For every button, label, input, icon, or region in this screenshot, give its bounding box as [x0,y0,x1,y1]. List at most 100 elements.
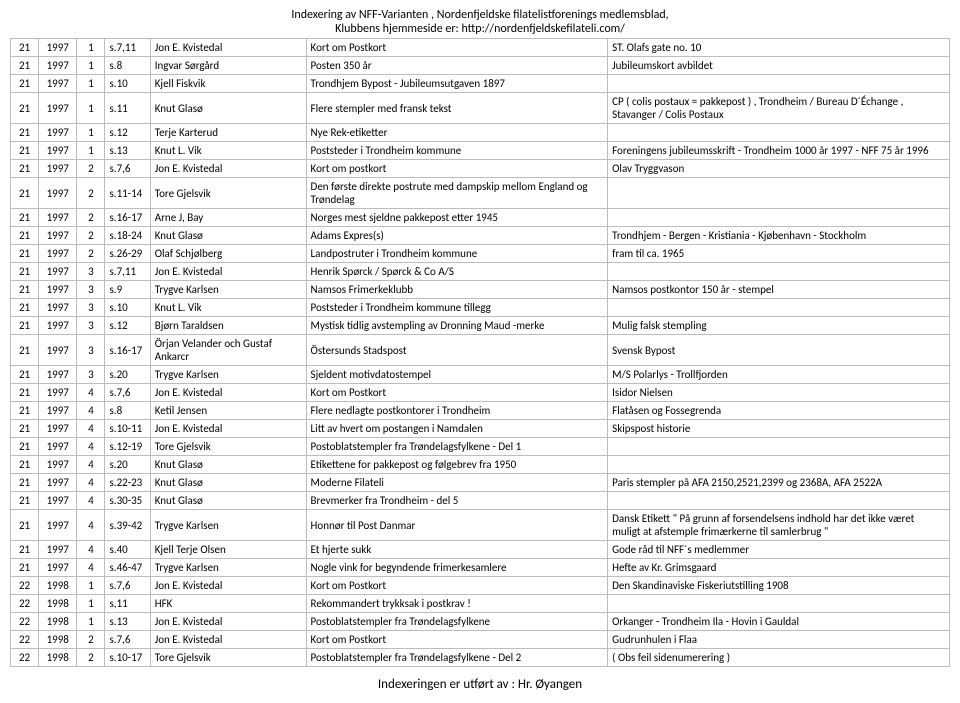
table-cell: Skipspost historie [608,420,950,438]
table-row: 2119973s.16-17Örjan Velander och Gustaf … [11,335,950,366]
table-cell: Kjell Terje Olsen [150,541,306,559]
table-cell: 21 [11,366,39,384]
table-cell: 4 [77,384,105,402]
table-row: 2119974s.12-19Tore GjelsvikPostoblatstem… [11,438,950,456]
table-cell [608,456,950,474]
table-cell: 21 [11,281,39,299]
table-cell: s.40 [105,541,150,559]
table-cell: Jon E. Kvistedal [150,631,306,649]
table-cell: Adams Expres(s) [306,227,608,245]
table-cell: Jon E. Kvistedal [150,263,306,281]
table-cell: 4 [77,559,105,577]
table-cell: 21 [11,160,39,178]
table-cell: 21 [11,142,39,160]
table-row: 2119973s.20Trygve KarlsenSjeldent motivd… [11,366,950,384]
table-cell: Postoblatstempler fra Trøndelagsfylkene … [306,438,608,456]
table-cell: 21 [11,124,39,142]
table-cell: Namsos Frimerkeklubb [306,281,608,299]
table-cell: ST. Olafs gate no. 10 [608,39,950,57]
table-cell: 3 [77,366,105,384]
table-cell: Brevmerker fra Trondheim - del 5 [306,492,608,510]
table-cell: s.7,6 [105,631,150,649]
table-cell: Gode råd til NFF´s medlemmer [608,541,950,559]
table-cell [608,299,950,317]
table-cell: 22 [11,613,39,631]
table-cell: 1997 [39,335,77,366]
table-row: 2119972s.7,6Jon E. KvistedalKort om post… [11,160,950,178]
table-cell: Knut Glasø [150,474,306,492]
table-cell: 21 [11,178,39,209]
table-row: 2119971s.11Knut GlasøFlere stempler med … [11,93,950,124]
table-cell: Knut Glasø [150,93,306,124]
table-cell: Honnør til Post Danmar [306,510,608,541]
table-cell: 1 [77,75,105,93]
table-cell: 1997 [39,209,77,227]
table-cell: Svensk Bypost [608,335,950,366]
table-cell: s.22-23 [105,474,150,492]
table-cell: Rekommandert trykksak i postkrav ! [306,595,608,613]
table-cell: Namsos postkontor 150 år - stempel [608,281,950,299]
table-cell: Ketil Jensen [150,402,306,420]
table-cell: s.26-29 [105,245,150,263]
table-cell: Hefte av Kr. Grimsgaard [608,559,950,577]
table-cell: s.9 [105,281,150,299]
table-cell: 4 [77,474,105,492]
table-cell: 1998 [39,613,77,631]
table-cell: s.7,6 [105,384,150,402]
table-cell: 3 [77,299,105,317]
table-cell: 1 [77,39,105,57]
table-cell: s.8 [105,57,150,75]
table-cell: Bjørn Taraldsen [150,317,306,335]
table-row: 2119972s.16-17Arne J, BayNorges mest sje… [11,209,950,227]
table-cell: 21 [11,335,39,366]
table-cell [608,595,950,613]
table-cell: CP ( colis postaux = pakkepost ) , Trond… [608,93,950,124]
table-cell: Östersunds Stadspost [306,335,608,366]
table-cell: Jubileumskort avbildet [608,57,950,75]
table-cell: s.12 [105,317,150,335]
table-cell: Kort om Postkort [306,384,608,402]
header-line-2: Klubbens hjemmeside er: http://nordenfje… [10,22,950,36]
table-cell: Nogle vink for begyndende frimerkesamler… [306,559,608,577]
table-cell: s.13 [105,613,150,631]
table-cell: 4 [77,456,105,474]
table-row: 2119972s.26-29Olaf SchjølbergLandpostrut… [11,245,950,263]
table-cell: 3 [77,263,105,281]
table-row: 2119971s.7,11Jon E. KvistedalKort om Pos… [11,39,950,57]
table-cell: Knut L. Vik [150,299,306,317]
table-cell: Trygve Karlsen [150,366,306,384]
table-cell: s.10-17 [105,649,150,667]
table-row: 2119974s.46-47Trygve KarlsenNogle vink f… [11,559,950,577]
table-cell: 1 [77,613,105,631]
table-row: 2219981s.7,6Jon E. KvistedalKort om Post… [11,577,950,595]
table-cell: 1997 [39,263,77,281]
table-cell: 1 [77,93,105,124]
table-cell [608,124,950,142]
table-cell: fram til ca. 1965 [608,245,950,263]
table-cell: 1998 [39,577,77,595]
table-cell: Flere stempler med fransk tekst [306,93,608,124]
table-row: 2219982s.10-17Tore GjelsvikPostoblatstem… [11,649,950,667]
table-cell: Kort om postkort [306,160,608,178]
table-row: 2119971s.10Kjell FiskvikTrondhjem Bypost… [11,75,950,93]
table-cell: 1997 [39,93,77,124]
table-cell: 1997 [39,39,77,57]
table-cell: 1997 [39,57,77,75]
table-cell: s.11 [105,93,150,124]
table-cell: 1 [77,577,105,595]
table-cell: 22 [11,631,39,649]
table-row: 2119972s.11-14Tore GjelsvikDen første di… [11,178,950,209]
table-row: 2219981s,11HFKRekommandert trykksak i po… [11,595,950,613]
table-cell: Knut Glasø [150,227,306,245]
table-cell: Trygve Karlsen [150,510,306,541]
table-cell: 1997 [39,142,77,160]
table-cell: Jon E. Kvistedal [150,384,306,402]
table-cell: 1997 [39,510,77,541]
table-row: 2119971s.13Knut L. VikPoststeder i Trond… [11,142,950,160]
table-cell: 1997 [39,559,77,577]
table-row: 2219982s.7,6Jon E. KvistedalKort om Post… [11,631,950,649]
table-cell: 21 [11,420,39,438]
table-cell: 2 [77,245,105,263]
table-row: 2219981s.13Jon E. KvistedalPostoblatstem… [11,613,950,631]
table-cell: Nye Rek-etiketter [306,124,608,142]
